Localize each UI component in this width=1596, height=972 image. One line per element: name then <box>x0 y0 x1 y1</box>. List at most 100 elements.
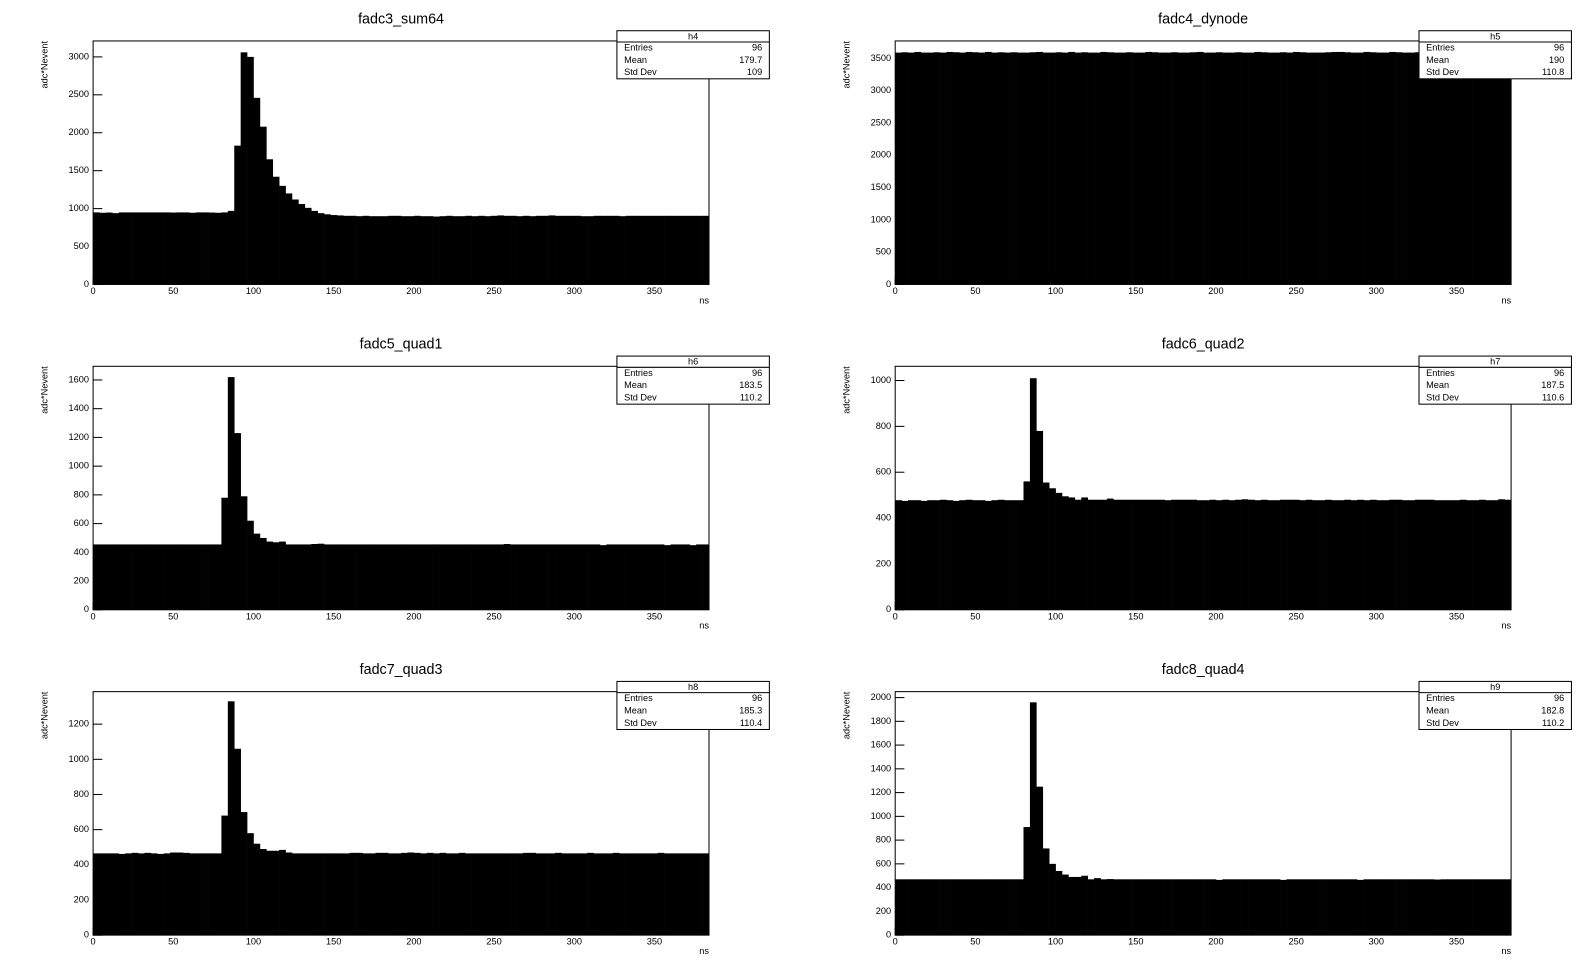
histogram-bar <box>952 879 960 936</box>
chart-title: fadc8_quad4 <box>1162 662 1245 678</box>
histogram-bar <box>1196 500 1204 610</box>
histogram-bar <box>1081 497 1088 610</box>
x-tick-label: 150 <box>1128 937 1143 947</box>
histogram-bar <box>1305 499 1313 610</box>
histogram-bar <box>375 216 383 285</box>
histogram-bar <box>176 544 184 610</box>
histogram-bar <box>1042 482 1050 610</box>
histogram-bar <box>959 500 967 610</box>
histogram-bar <box>452 216 460 285</box>
plot-frame <box>92 691 710 936</box>
x-tick-label: 150 <box>326 611 341 621</box>
histogram-bar <box>279 185 286 285</box>
histogram-bar <box>1408 500 1416 610</box>
histogram-bar <box>388 853 395 936</box>
histogram-bar <box>959 879 967 936</box>
histogram-bar <box>105 544 113 610</box>
histogram-bar <box>1081 52 1088 285</box>
histogram-bar <box>311 853 318 936</box>
stats-box <box>616 355 770 405</box>
histogram-bar <box>144 544 152 610</box>
y-tick-label: 1000 <box>871 811 891 821</box>
x-tick-label: 300 <box>567 611 582 621</box>
x-tick-label: 300 <box>1369 937 1384 947</box>
histogram-bar <box>465 544 472 610</box>
histogram-bar <box>144 852 152 936</box>
histogram-bar <box>1260 499 1268 610</box>
stats-label: Entries <box>624 693 653 703</box>
histogram-bar <box>259 537 267 610</box>
histogram-bar <box>336 853 344 936</box>
y-tick-label: 0 <box>84 930 89 940</box>
histogram-bar <box>1113 499 1121 610</box>
histogram-bar <box>914 500 922 610</box>
histogram-bar <box>490 853 498 936</box>
histogram-bar <box>356 216 363 285</box>
histogram-bar <box>311 210 318 285</box>
y-tick-label: 800 <box>74 789 89 799</box>
histogram-bar <box>702 215 710 285</box>
histogram-bar <box>401 852 408 936</box>
histogram-bar <box>247 56 254 285</box>
histogram-bar <box>1421 51 1428 285</box>
x-axis-label: ns <box>699 295 709 305</box>
histogram-bar <box>1106 498 1114 610</box>
histogram-bar <box>157 853 164 936</box>
histogram-bar <box>606 853 614 936</box>
histogram-bar <box>555 215 562 285</box>
histogram-bar <box>497 215 505 285</box>
y-axis-label: adc*Nevent <box>39 41 49 89</box>
histogram-bar <box>1241 879 1249 936</box>
histogram-bar <box>1094 878 1101 936</box>
histogram-bar <box>1190 879 1198 936</box>
histogram-bar <box>567 215 575 285</box>
histogram-bar <box>1254 51 1262 285</box>
histogram-bar <box>157 212 164 285</box>
histogram-bar <box>1036 430 1044 610</box>
histogram-bar <box>1389 51 1396 285</box>
histogram-bar <box>1446 879 1454 936</box>
histogram-bar <box>933 879 941 936</box>
histogram-bar <box>1376 52 1384 285</box>
histogram-bar <box>176 852 184 936</box>
histogram-bar <box>997 879 1005 936</box>
y-tick-label: 0 <box>84 604 89 614</box>
histogram-bar <box>1273 52 1281 285</box>
stats-box <box>1418 680 1572 731</box>
histogram-bar <box>349 852 357 936</box>
histogram-bar <box>266 850 274 936</box>
histogram-bar <box>317 213 325 285</box>
histogram-bar <box>1414 52 1422 285</box>
x-tick-label: 100 <box>1048 937 1063 947</box>
histogram-bar <box>253 843 261 936</box>
histogram-bar <box>895 500 902 610</box>
histogram-bar <box>1472 51 1480 285</box>
histogram-bar <box>105 853 113 936</box>
histogram-bar <box>311 543 318 610</box>
histogram-bar <box>1485 500 1493 610</box>
histogram-bar <box>163 853 171 936</box>
histogram-bar <box>555 544 562 610</box>
histogram-bar <box>940 52 947 285</box>
stats-value: 185.3 <box>739 706 762 716</box>
y-tick-label: 1000 <box>871 214 891 224</box>
histogram-bar <box>1421 879 1428 936</box>
histogram-bar <box>1357 499 1364 610</box>
histogram-bar <box>1061 874 1069 936</box>
histogram-bar <box>1427 879 1435 936</box>
histogram-bar <box>1299 500 1307 610</box>
histogram-bar <box>1280 499 1287 610</box>
histogram-bar <box>625 544 633 610</box>
histogram-bar <box>1305 52 1313 285</box>
histogram-bar <box>1498 499 1505 610</box>
histogram-bar <box>445 544 453 610</box>
x-tick-label: 100 <box>246 286 261 296</box>
histogram-bar <box>535 853 543 936</box>
histogram-bar <box>1119 879 1127 936</box>
histogram-bar <box>285 544 293 610</box>
histogram-bar <box>965 879 973 936</box>
histogram-bar <box>1171 499 1178 610</box>
stats-value: 110.6 <box>1542 392 1564 402</box>
histogram-bar <box>304 207 312 285</box>
histogram-bar <box>644 853 652 936</box>
